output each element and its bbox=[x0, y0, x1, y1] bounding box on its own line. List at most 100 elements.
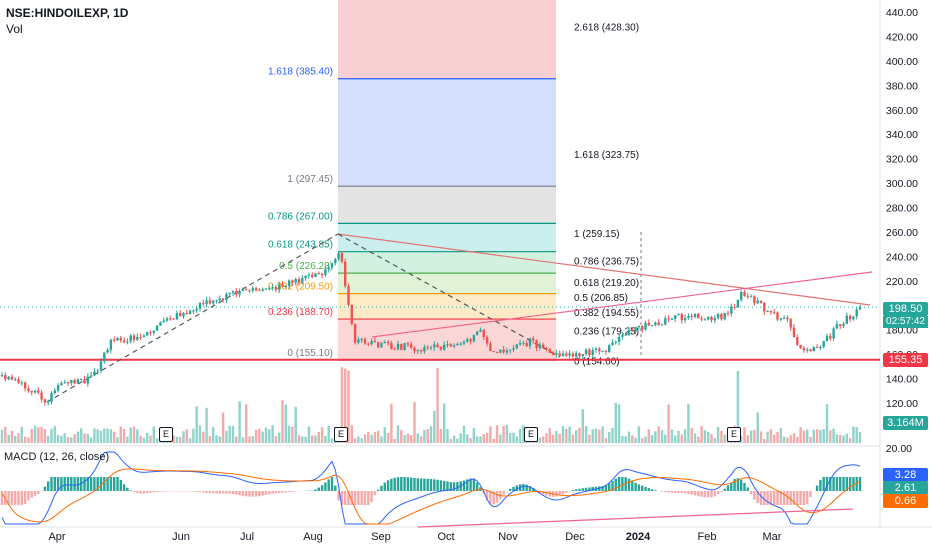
volume-bar bbox=[390, 403, 393, 443]
candle-body bbox=[251, 288, 254, 291]
fib-zone bbox=[338, 186, 556, 224]
macd-histogram-bar bbox=[350, 491, 353, 505]
candle-body bbox=[687, 316, 690, 319]
macd-histogram-bar bbox=[485, 491, 489, 501]
candle-body bbox=[175, 313, 179, 320]
volume-bar bbox=[456, 438, 459, 443]
macd-axis-label: 20.00 bbox=[886, 443, 912, 455]
macd-histogram-bar bbox=[410, 477, 413, 491]
candle-body bbox=[660, 324, 664, 326]
candle-body bbox=[109, 339, 113, 350]
volume-bar bbox=[106, 428, 109, 443]
volume-bar bbox=[294, 406, 297, 443]
macd-histogram-bar bbox=[848, 477, 852, 491]
candle-body bbox=[842, 323, 845, 326]
candle-body bbox=[802, 348, 806, 351]
volume-bar bbox=[103, 428, 106, 443]
macd-histogram-bar bbox=[614, 478, 617, 491]
earnings-marker[interactable]: E bbox=[334, 427, 348, 442]
candle-body bbox=[512, 348, 515, 350]
volume-bar bbox=[459, 433, 462, 443]
candle-body bbox=[733, 306, 736, 308]
volume-bar bbox=[743, 427, 746, 443]
macd-histogram-bar bbox=[116, 477, 119, 491]
candle-body bbox=[822, 340, 825, 347]
macd-histogram-bar bbox=[713, 491, 716, 497]
macd-histogram-bar bbox=[845, 477, 848, 491]
candle-body bbox=[278, 284, 281, 290]
macd-title[interactable]: MACD (12, 26, close) bbox=[4, 451, 110, 463]
candle-body bbox=[601, 350, 604, 352]
candle-body bbox=[720, 313, 723, 320]
volume-bar bbox=[73, 434, 76, 443]
macd-histogram-bar bbox=[733, 479, 736, 491]
macd-histogram-bar bbox=[578, 488, 581, 491]
macd-histogram-bar bbox=[10, 491, 14, 505]
candle-body bbox=[63, 382, 66, 384]
volume-bar bbox=[261, 431, 264, 443]
volume-bar bbox=[697, 436, 700, 443]
volume-bar bbox=[89, 437, 93, 443]
macd-histogram-bar bbox=[268, 491, 271, 495]
volume-bar bbox=[545, 433, 548, 443]
candle-body bbox=[215, 300, 218, 302]
macd-histogram-bar bbox=[380, 485, 383, 491]
macd-histogram-bar bbox=[575, 489, 578, 491]
macd-histogram-bar bbox=[27, 491, 30, 501]
earnings-marker[interactable]: E bbox=[727, 427, 741, 442]
candle-body bbox=[598, 348, 601, 352]
candle-body bbox=[657, 322, 660, 325]
macd-histogram-bar bbox=[749, 491, 753, 495]
volume-bar bbox=[30, 429, 33, 443]
macd-histogram-bar bbox=[792, 491, 796, 505]
volume-bar bbox=[439, 429, 443, 443]
volume-bar bbox=[373, 431, 377, 443]
candle-body bbox=[743, 291, 746, 296]
volume-bar bbox=[799, 427, 802, 443]
macd-histogram-bar bbox=[30, 491, 33, 498]
macd-histogram-bar bbox=[703, 491, 707, 498]
volume-bar bbox=[99, 430, 103, 443]
candle-body bbox=[119, 337, 122, 341]
macd-histogram-bar bbox=[555, 491, 558, 497]
fib-zone bbox=[338, 0, 556, 79]
volume-bar bbox=[779, 428, 782, 443]
volume-bar bbox=[479, 436, 482, 443]
earnings-marker[interactable]: E bbox=[524, 427, 538, 442]
symbol-title[interactable]: NSE:HINDOILEXP, 1D bbox=[6, 6, 129, 20]
volume-bar bbox=[489, 426, 492, 443]
volume-bar bbox=[56, 435, 60, 443]
volume-bar bbox=[720, 430, 723, 443]
volume-bar bbox=[835, 434, 839, 443]
candle-body bbox=[578, 353, 581, 357]
candle-body bbox=[855, 309, 858, 317]
fib-extension-label: 0.5 (206.85) bbox=[574, 293, 628, 304]
volume-bar bbox=[769, 429, 773, 443]
candle-body bbox=[205, 300, 208, 304]
candle-body bbox=[106, 349, 109, 353]
volume-bar bbox=[281, 400, 284, 443]
volume-bar bbox=[829, 430, 832, 443]
candle-body bbox=[806, 349, 809, 351]
candle-body bbox=[423, 347, 426, 352]
candle-body bbox=[390, 343, 393, 350]
macd-histogram-bar bbox=[360, 491, 363, 505]
macd-histogram-bar bbox=[693, 491, 697, 496]
macd-histogram-bar bbox=[489, 491, 492, 504]
volume-bar bbox=[80, 428, 83, 443]
candle-body bbox=[535, 340, 538, 349]
macd-histogram-bar bbox=[99, 477, 103, 491]
candle-body bbox=[76, 379, 80, 384]
candle-body bbox=[403, 343, 406, 350]
candle-body bbox=[792, 327, 796, 338]
macd-histogram-bar bbox=[670, 491, 674, 493]
candle-body bbox=[70, 379, 73, 384]
earnings-marker[interactable]: E bbox=[159, 427, 173, 442]
macd-histogram-bar bbox=[324, 482, 327, 491]
macd-histogram-bar bbox=[393, 477, 396, 491]
countdown-tag: 02:57:42 bbox=[883, 316, 928, 328]
volume-bar bbox=[446, 428, 449, 443]
macd-histogram-bar bbox=[264, 491, 268, 495]
macd-histogram-bar bbox=[617, 477, 621, 491]
